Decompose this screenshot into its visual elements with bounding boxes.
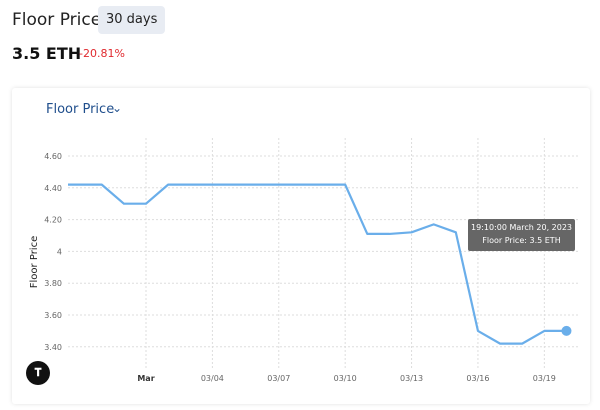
last-point-marker <box>561 325 572 336</box>
chevron-down-icon[interactable]: ⌄ <box>112 101 123 115</box>
tooltip: 19:10:00 March 20, 2023 Floor Price: 3.5 … <box>468 219 575 251</box>
y-tick-label: 4.40 <box>44 184 62 193</box>
y-tick-label: 4.20 <box>44 216 62 225</box>
series-line <box>68 183 567 345</box>
time-range-button[interactable]: 30 days <box>98 6 166 34</box>
x-tick-label: 03/13 <box>400 374 423 383</box>
y-tick-label: 4 <box>57 247 62 256</box>
page-title: Floor Price <box>12 10 102 30</box>
x-tick-label: Mar <box>137 374 154 383</box>
y-tick-label: 3.40 <box>44 343 62 352</box>
current-price: 3.5 ETH <box>12 44 82 63</box>
x-tick-label: 03/16 <box>466 374 489 383</box>
x-tick-label: 03/19 <box>533 374 556 383</box>
tradingview-logo[interactable]: 𝐓 <box>26 361 50 385</box>
price-change: -20.81% <box>79 47 125 60</box>
y-tick-label: 4.60 <box>44 152 62 161</box>
tooltip-time: 19:10:00 March 20, 2023 <box>470 223 573 232</box>
y-axis-label: Floor Price <box>29 236 40 288</box>
y-tick-label: 3.60 <box>44 311 62 320</box>
y-tick-label: 3.80 <box>44 279 62 288</box>
tooltip-value: Floor Price: 3.5 ETH <box>482 236 561 245</box>
x-tick-label: 03/10 <box>334 374 357 383</box>
x-tick-label: 03/07 <box>267 374 290 383</box>
x-tick-label: 03/04 <box>201 374 224 383</box>
metric-selector[interactable]: Floor Price <box>46 102 115 117</box>
